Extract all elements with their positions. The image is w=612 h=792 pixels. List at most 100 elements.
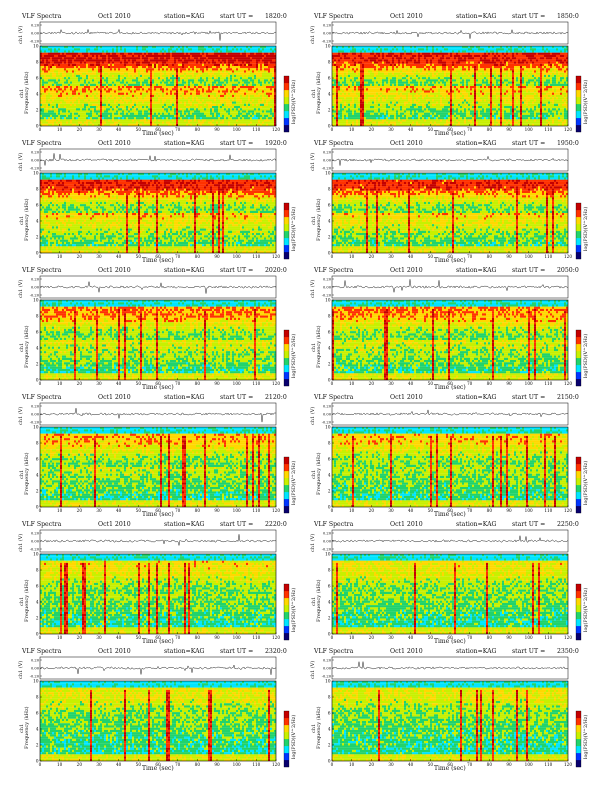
spectrogram-panel: VLF Spectra Oct1 2010 station=KAG start UT … [310, 266, 596, 391]
spectrogram-svg: -0.20 0.00 0.20 0 2 4 6 8 100 10 20 30 40 50 60 70 80 90 1… [322, 275, 582, 387]
colorbar-label: log(PSD)(V^2/Hz) [584, 334, 589, 378]
y-tick-label: 10 [325, 552, 331, 557]
panel-date: Oct1 2010 [390, 647, 423, 656]
y-tick-label: 2 [328, 616, 331, 621]
colorbar [283, 583, 290, 641]
waveform-tick-label: 0.20 [323, 277, 332, 281]
colorbar-label: log(PSD)(V^2/Hz) [584, 588, 589, 632]
x-tick-label: 80 [487, 762, 493, 767]
y-tick-label: 0 [328, 124, 331, 129]
x-tick-label: 100 [233, 508, 241, 513]
x-tick-label: 10 [57, 254, 63, 259]
x-tick-label: 120 [272, 635, 280, 640]
y-tick-label: 4 [328, 219, 331, 224]
x-tick-label: 20 [77, 127, 83, 132]
x-axis-title: Time (sec) [142, 130, 174, 137]
panel-header: VLF Spectra Oct1 2010 station=KAG start UT … [310, 520, 596, 529]
y-tick-label: 10 [325, 44, 331, 49]
x-tick-label: 40 [408, 635, 414, 640]
waveform-tick-label: -0.20 [30, 293, 40, 297]
panel-station: station=KAG [456, 647, 497, 656]
x-tick-label: 10 [57, 381, 63, 386]
y-tick-label: 2 [36, 616, 39, 621]
x-tick-label: 70 [175, 127, 181, 132]
x-tick-label: 50 [136, 254, 142, 259]
waveform-tick-label: 0.00 [31, 412, 40, 416]
y-tick-label: 8 [328, 695, 331, 700]
panel-start-ut: 2050:0 [557, 266, 579, 275]
y-tick-label: 4 [36, 219, 39, 224]
panel-start-ut: 2020:0 [265, 266, 287, 275]
x-tick-label: 40 [408, 127, 414, 132]
x-tick-label: 100 [233, 762, 241, 767]
spectrogram-panel: VLF Spectra Oct1 2010 station=KAG start UT … [18, 393, 304, 518]
y-tick-label: 10 [33, 171, 39, 176]
x-tick-label: 90 [214, 762, 220, 767]
panel-station: station=KAG [456, 393, 497, 402]
x-tick-label: 110 [252, 381, 260, 386]
waveform-tick-label: 0.20 [31, 23, 40, 27]
panel-start-ut: 2120:0 [265, 393, 287, 402]
y-tick-label: 10 [33, 298, 39, 303]
y-tick-label: 4 [328, 473, 331, 478]
x-axis-title: Time (sec) [142, 257, 174, 264]
x-tick-label: 110 [544, 381, 552, 386]
x-tick-label: 80 [487, 127, 493, 132]
x-tick-label: 110 [544, 127, 552, 132]
spectrogram-panel: VLF Spectra Oct1 2010 station=KAG start UT … [18, 647, 304, 772]
spectrogram-image [332, 173, 569, 254]
y-tick-label: 2 [328, 743, 331, 748]
panel-header: VLF Spectra Oct1 2010 station=KAG start UT … [18, 266, 304, 275]
x-tick-label: 80 [195, 762, 201, 767]
waveform-tick-label: 0.00 [31, 158, 40, 162]
panel-date: Oct1 2010 [390, 520, 423, 529]
x-tick-label: 0 [39, 254, 42, 259]
panel-header: VLF Spectra Oct1 2010 station=KAG start UT … [310, 647, 596, 656]
x-tick-label: 90 [506, 635, 512, 640]
y-tick-label: 0 [36, 632, 39, 637]
waveform-trace: -0.20 0.00 0.20 [30, 21, 277, 45]
x-tick-label: 30 [96, 254, 102, 259]
waveform-trace: -0.20 0.00 0.20 [322, 402, 569, 426]
x-tick-label: 10 [349, 635, 355, 640]
y-tick-label: 10 [325, 171, 331, 176]
y-tick-label: 6 [328, 330, 331, 335]
x-tick-label: 0 [39, 635, 42, 640]
panel-date: Oct1 2010 [390, 12, 423, 21]
spectrogram-svg: -0.20 0.00 0.20 0 2 4 6 8 100 10 20 30 40 50 60 70 80 90 1… [30, 148, 290, 260]
panel-title: VLF Spectra [22, 266, 61, 275]
x-tick-label: 70 [467, 381, 473, 386]
waveform-tick-label: 0.00 [323, 158, 332, 162]
x-tick-label: 90 [506, 127, 512, 132]
waveform-tick-label: 0.20 [323, 150, 332, 154]
x-tick-label: 30 [388, 635, 394, 640]
x-tick-label: 40 [116, 635, 122, 640]
x-tick-label: 120 [564, 635, 572, 640]
y-tick-label: 10 [325, 425, 331, 430]
y-tick-label: 8 [36, 441, 39, 446]
spectrogram-panel: VLF Spectra Oct1 2010 station=KAG start UT … [310, 12, 596, 137]
waveform-tick-label: 0.20 [31, 404, 40, 408]
colorbar-label: log(PSD)(V^2/Hz) [584, 80, 589, 124]
x-tick-label: 60 [155, 508, 161, 513]
spectrogram-image [332, 427, 569, 508]
y-tick-label: 8 [328, 60, 331, 65]
colorbar-label: log(PSD)(V^2/Hz) [292, 461, 297, 505]
x-tick-label: 10 [349, 127, 355, 132]
waveform-tick-label: 0.20 [323, 404, 332, 408]
x-tick-label: 120 [272, 762, 280, 767]
x-tick-label: 60 [155, 381, 161, 386]
panel-start-prefix: start UT = [512, 139, 545, 148]
y-tick-label: 0 [328, 505, 331, 510]
y-tick-label: 6 [328, 711, 331, 716]
colorbar [283, 710, 290, 768]
y-tick-label: 0 [36, 378, 39, 383]
x-tick-label: 0 [39, 381, 42, 386]
spectrogram-svg: -0.20 0.00 0.20 0 2 4 6 8 100 10 20 30 40 50 60 70 80 90 1… [322, 21, 582, 133]
x-tick-label: 20 [369, 254, 375, 259]
x-tick-label: 30 [388, 508, 394, 513]
y-tick-label: 10 [33, 44, 39, 49]
x-tick-label: 60 [447, 381, 453, 386]
waveform-trace: -0.20 0.00 0.20 [322, 656, 569, 680]
